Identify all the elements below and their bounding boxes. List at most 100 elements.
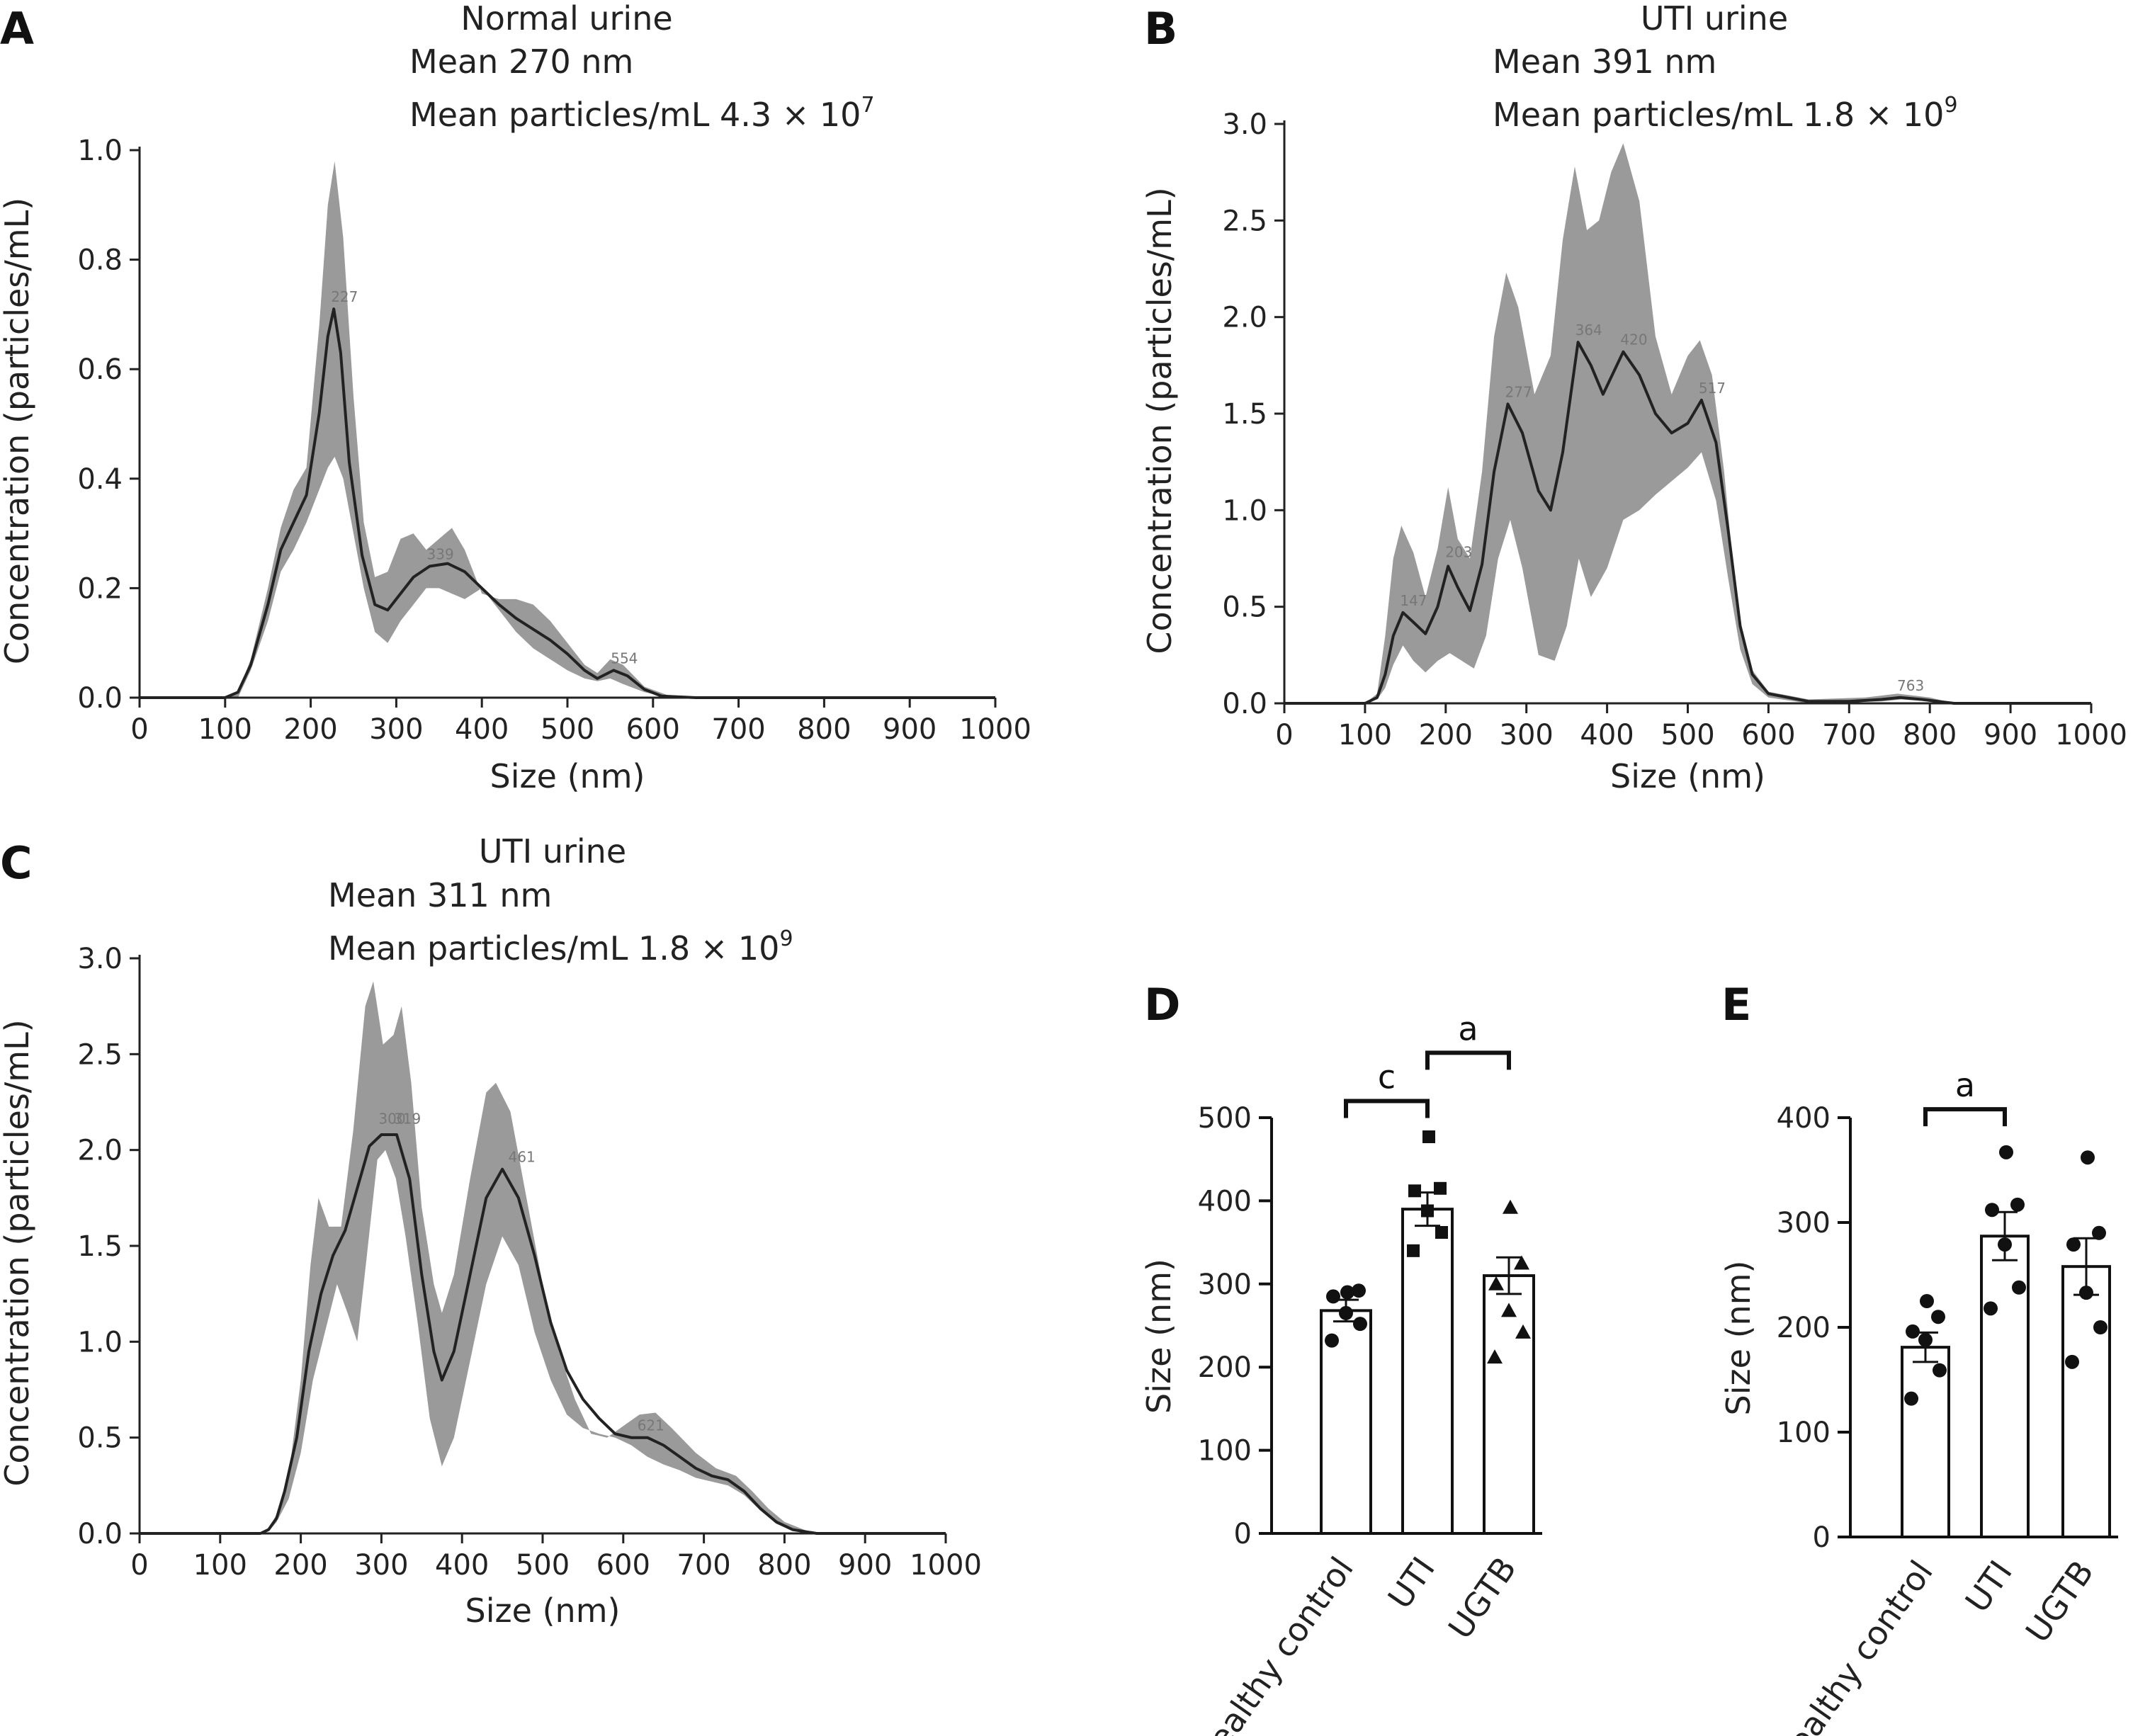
- panel-b-peak-label-0: 147: [1400, 592, 1427, 609]
- panel-b-x-axis-label: Size (nm): [1610, 757, 1765, 795]
- panel-d-y-axis-label: Size (nm): [1140, 1259, 1178, 1414]
- panel-c-particles-exponent: 9: [779, 926, 793, 951]
- panel-b-peak-label-6: 763: [1897, 677, 1924, 694]
- panel-c-x-axis-label: Size (nm): [465, 1592, 621, 1630]
- panel-a-mean-curve: [140, 307, 995, 699]
- panel-a-peak-label-0: 227: [331, 288, 358, 305]
- panel-b-title: UTI urine: [1641, 0, 1788, 38]
- panel-c-peak-label-0: 300: [378, 1111, 405, 1128]
- panel-c-y-tick-label-3: 1.5: [77, 1230, 123, 1263]
- panel-b-x-tick-label-5: 500: [1660, 719, 1714, 751]
- panel-c-y-tick-label-1: 0.5: [77, 1422, 123, 1455]
- panel-c-mean-curve: [140, 1133, 946, 1535]
- panel-d-point-0-2: [1339, 1305, 1353, 1320]
- panel-e-significance-bracket-0: [1923, 1107, 2007, 1127]
- panel-d-point-0-0: [1325, 1333, 1339, 1348]
- panel-a-x-tick-label-3: 300: [369, 713, 423, 746]
- panel-label-a: A: [0, 3, 34, 55]
- panel-b-mean-text: Mean 391 nm: [1493, 42, 1716, 81]
- panel-d-point-1-3: [1408, 1184, 1421, 1198]
- panel-c-x-tick-label-2: 200: [273, 1549, 327, 1582]
- panel-b-x-tick-label-8: 800: [1903, 719, 1957, 751]
- panel-b-y-tick-label-3: 1.5: [1222, 398, 1267, 431]
- panel-d-point-1-0: [1407, 1244, 1420, 1257]
- panel-a-y-axis-label: Concentration (particles/mL): [0, 198, 36, 664]
- panel-a-x-tick-label-1: 100: [198, 713, 252, 746]
- panel-c-x-tick-label-6: 600: [596, 1549, 650, 1582]
- panel-c-x-tick-label-9: 900: [838, 1549, 892, 1582]
- panel-label-e: E: [1721, 979, 1751, 1031]
- panel-b-x-tick-label-9: 900: [1984, 719, 2037, 751]
- panel-label-d: D: [1144, 979, 1180, 1031]
- panel-label-c: C: [0, 837, 33, 889]
- panel-d-y-tick-label-3: 300: [1198, 1269, 1252, 1301]
- panel-c-x-tick-label-10: 1000: [910, 1549, 982, 1582]
- panel-e-y-tick-label-4: 400: [1777, 1102, 1831, 1135]
- panel-c-particles-base: Mean particles/mL 1.8 × 10: [328, 929, 779, 968]
- panel-c-y-tick-label-5: 2.5: [77, 1038, 123, 1071]
- panel-d-bar-2: [1483, 1274, 1535, 1536]
- panel-c-y-tick-label-4: 2.0: [77, 1135, 123, 1167]
- panel-d-category-label-2: UGTB: [1441, 1550, 1524, 1645]
- panel-a-y-tick-label-0: 0.0: [77, 682, 123, 715]
- panel-a-x-tick-label-9: 900: [883, 713, 937, 746]
- panel-e-point-0-2: [1918, 1332, 1933, 1347]
- panel-b-x-tick-label-6: 600: [1741, 719, 1795, 751]
- panel-a-x-tick-label-2: 200: [283, 713, 337, 746]
- panel-d-point-2-0: [1487, 1349, 1503, 1364]
- panel-e-y-tick-label-1: 100: [1777, 1417, 1831, 1449]
- panel-e-point-0-1: [1933, 1363, 1947, 1378]
- panel-e-significance-label-0: a: [1955, 1066, 1975, 1104]
- panel-d-point-0-1: [1353, 1317, 1367, 1332]
- panel-d-point-2-1: [1515, 1324, 1531, 1339]
- panel-e-point-1-3: [1985, 1203, 1999, 1218]
- panel-c-particles-text: Mean particles/mL 1.8 × 109: [328, 926, 793, 968]
- panel-c-y-tick-label-0: 0.0: [77, 1518, 123, 1550]
- panel-d-bar-0: [1320, 1309, 1372, 1536]
- panel-a-x-tick-label-8: 800: [797, 713, 851, 746]
- panel-a-x-axis-label: Size (nm): [490, 757, 645, 795]
- panel-d-point-0-4: [1352, 1283, 1366, 1298]
- panel-c-x-tick-label-8: 800: [757, 1549, 811, 1582]
- panel-a-x-tick-label-0: 0: [130, 713, 148, 746]
- panel-b-mean-curve: [1284, 341, 2091, 705]
- panel-b-x-tick-label-0: 0: [1275, 719, 1293, 751]
- panel-d-significance-label-1: a: [1458, 1009, 1478, 1048]
- panel-b-plot: 147 203 277 364 420 517 763 0 100 200 300 400 500 600…: [1141, 108, 2127, 795]
- panel-b-y-tick-label-5: 2.5: [1222, 205, 1267, 237]
- panel-a-y-tick-label-2: 0.4: [77, 463, 123, 496]
- panel-a-peak-label-2: 554: [611, 649, 638, 666]
- panel-b-y-tick-label-1: 0.5: [1222, 591, 1267, 624]
- panel-a: A Normal urine Mean 270 nm Mean particle…: [0, 0, 1031, 795]
- panel-e-category-label-2: UGTB: [2018, 1553, 2101, 1649]
- panel-a-x-tick-label-7: 700: [711, 713, 765, 746]
- panel-c-x-tick-label-4: 400: [435, 1549, 489, 1582]
- panel-b-y-axis-label: Concentration (particles/mL): [1141, 187, 1179, 654]
- panel-d-y-tick-label-0: 0: [1234, 1518, 1252, 1550]
- panel-e-point-0-0: [1904, 1391, 1918, 1406]
- panel-d-significance-bracket-1: [1425, 1050, 1511, 1070]
- panel-d-plot: 0 100 200 300 400 500 Size (nm) Healthy control…: [1140, 1009, 1542, 1736]
- panel-c-mean-text: Mean 311 nm: [328, 876, 552, 914]
- panel-a-x-tick-label-10: 1000: [959, 713, 1031, 746]
- panel-b-particles-exponent: 9: [1944, 93, 1957, 118]
- panel-b-peak-label-4: 420: [1620, 331, 1647, 348]
- panel-a-plot: 227 339 554 0 100 200 300 400 500 600 700 800 900 100…: [0, 135, 1031, 795]
- panel-label-b: B: [1144, 3, 1177, 55]
- panel-e-y-tick-label-2: 200: [1777, 1312, 1831, 1344]
- panel-b-x-tick-label-3: 300: [1500, 719, 1554, 751]
- panel-a-y-tick-label-5: 1.0: [77, 135, 123, 167]
- panel-e-point-2-2: [2079, 1286, 2093, 1300]
- panel-e-point-0-3: [1906, 1324, 1920, 1339]
- panel-d-category-label-1: UTI: [1381, 1550, 1442, 1616]
- panel-a-x-tick-label-5: 500: [541, 713, 594, 746]
- panel-b-y-tick-label-0: 0.0: [1222, 688, 1267, 720]
- panel-d-point-0-5: [1340, 1285, 1354, 1300]
- panel-d-point-2-3: [1488, 1276, 1504, 1290]
- panel-d-y-tick-label-4: 400: [1198, 1185, 1252, 1218]
- panel-e-point-2-0: [2065, 1354, 2079, 1369]
- panel-a-mean-text: Mean 270 nm: [409, 42, 633, 81]
- panel-c-error-band: [140, 981, 946, 1533]
- panel-e-y-tick-label-0: 0: [1813, 1521, 1831, 1554]
